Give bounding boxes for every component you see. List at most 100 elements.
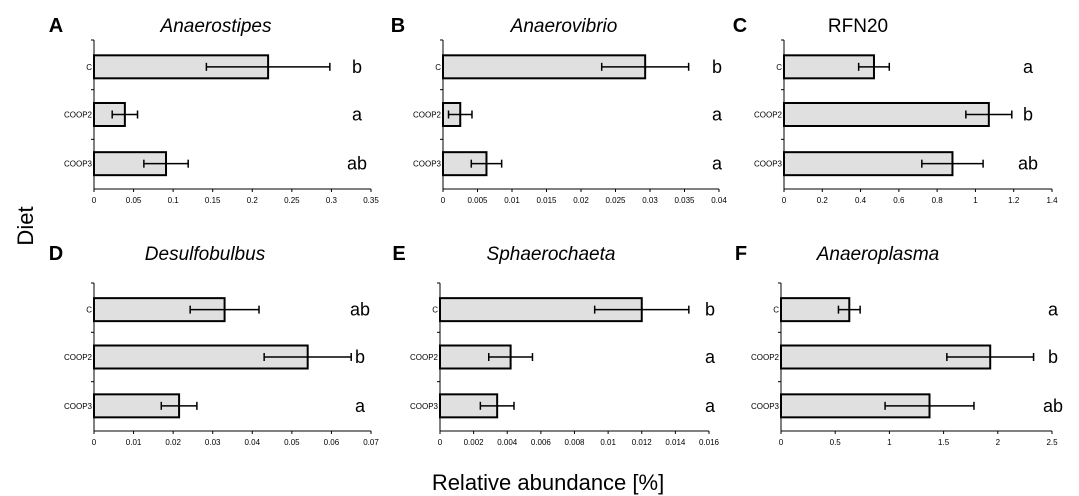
significance-label: a bbox=[705, 396, 716, 416]
x-tick-label: 0.005 bbox=[467, 196, 488, 205]
panel-letter: E bbox=[392, 243, 405, 265]
panel-title: Sphaerochaeta bbox=[487, 244, 616, 265]
x-tick-label: 0.07 bbox=[363, 438, 379, 447]
x-tick-label: 1 bbox=[973, 196, 978, 205]
x-tick-label: 0.004 bbox=[497, 438, 518, 447]
category-label: COOP3 bbox=[410, 402, 439, 411]
category-label: COOP2 bbox=[413, 111, 442, 120]
x-tick-label: 0.01 bbox=[126, 438, 142, 447]
category-label: C bbox=[773, 306, 779, 315]
x-tick-label: 0 bbox=[438, 438, 443, 447]
x-tick-label: 1 bbox=[887, 438, 892, 447]
significance-label: b bbox=[1023, 105, 1033, 125]
x-tick-label: 0.3 bbox=[326, 196, 338, 205]
x-tick-label: 0 bbox=[779, 438, 784, 447]
category-label: C bbox=[432, 306, 438, 315]
x-tick-label: 0.25 bbox=[284, 196, 300, 205]
significance-label: a bbox=[712, 154, 723, 174]
bar-coop2 bbox=[783, 102, 990, 127]
x-tick-label: 0.05 bbox=[284, 438, 300, 447]
significance-label: b bbox=[712, 57, 722, 77]
significance-label: a bbox=[352, 105, 363, 125]
x-tick-label: 0.5 bbox=[830, 438, 842, 447]
category-label: COOP3 bbox=[64, 160, 93, 169]
significance-label: ab bbox=[350, 300, 370, 320]
x-tick-label: 0.2 bbox=[247, 196, 259, 205]
x-tick-label: 0.002 bbox=[464, 438, 485, 447]
x-tick-label: 0.2 bbox=[817, 196, 829, 205]
significance-label: a bbox=[1048, 300, 1059, 320]
x-tick-label: 0 bbox=[92, 438, 97, 447]
x-tick-label: 2 bbox=[996, 438, 1001, 447]
x-tick-label: 0.014 bbox=[665, 438, 686, 447]
panel-title: Anaeroplasma bbox=[816, 244, 940, 265]
category-label: C bbox=[86, 306, 92, 315]
x-tick-label: 0.01 bbox=[600, 438, 616, 447]
significance-label: ab bbox=[347, 154, 367, 174]
category-label: COOP2 bbox=[754, 111, 783, 120]
category-label: COOP3 bbox=[754, 160, 783, 169]
category-label: COOP2 bbox=[410, 353, 439, 362]
x-tick-label: 0.04 bbox=[244, 438, 260, 447]
significance-label: a bbox=[705, 347, 716, 367]
category-label: COOP3 bbox=[751, 402, 780, 411]
x-tick-label: 0.06 bbox=[324, 438, 340, 447]
x-tick-label: 0.035 bbox=[674, 196, 695, 205]
panel-title: Anaerostipes bbox=[160, 16, 272, 37]
x-tick-label: 0.03 bbox=[642, 196, 658, 205]
x-tick-label: 2.5 bbox=[1046, 438, 1058, 447]
significance-label: a bbox=[355, 396, 366, 416]
x-tick-label: 0.04 bbox=[711, 196, 727, 205]
panel-letter: A bbox=[49, 15, 63, 37]
category-label: COOP2 bbox=[64, 353, 93, 362]
x-tick-label: 0.012 bbox=[632, 438, 653, 447]
x-tick-label: 0.4 bbox=[855, 196, 867, 205]
chart-panel-a: A Anaerostipes 0 0.05 0.1 0.15 0.2 0.25 0.3 0.35 C… bbox=[49, 15, 380, 205]
significance-label: ab bbox=[1043, 396, 1063, 416]
x-tick-label: 0 bbox=[441, 196, 446, 205]
significance-label: b bbox=[352, 57, 362, 77]
category-label: COOP3 bbox=[413, 160, 442, 169]
x-tick-label: 0.008 bbox=[564, 438, 585, 447]
x-tick-label: 0.03 bbox=[205, 438, 221, 447]
x-tick-label: 0.02 bbox=[165, 438, 181, 447]
significance-label: a bbox=[1023, 57, 1034, 77]
significance-label: b bbox=[705, 300, 715, 320]
chart-panel-b: B Anaerovibrio 0 0.005 0.01 0.015 0.02 0.025 0.0… bbox=[391, 15, 728, 205]
chart-panels: A Anaerostipes 0 0.05 0.1 0.15 0.2 0.25 0.3 0.35 C… bbox=[49, 15, 1063, 447]
panel-title: Desulfobulbus bbox=[145, 244, 266, 265]
category-label: COOP3 bbox=[64, 402, 93, 411]
x-axis-title: Relative abundance [%] bbox=[432, 470, 664, 495]
x-tick-label: 0 bbox=[92, 196, 97, 205]
significance-label: b bbox=[355, 347, 365, 367]
x-tick-label: 0.016 bbox=[699, 438, 720, 447]
significance-label: a bbox=[712, 105, 723, 125]
x-tick-label: 0.8 bbox=[932, 196, 944, 205]
panel-letter: B bbox=[391, 15, 405, 37]
panel-letter: F bbox=[735, 243, 747, 265]
x-tick-label: 0.05 bbox=[126, 196, 142, 205]
significance-label: b bbox=[1048, 347, 1058, 367]
x-tick-label: 0.015 bbox=[536, 196, 557, 205]
x-tick-label: 0.006 bbox=[531, 438, 552, 447]
category-label: COOP2 bbox=[64, 111, 93, 120]
x-tick-label: 1.4 bbox=[1046, 196, 1058, 205]
chart-panel-c: C RFN20 0 0.2 0.4 0.6 0.8 1 1.2 1.4 C a COOP2 b COOP3 a… bbox=[733, 15, 1058, 205]
y-axis-title: Diet bbox=[13, 206, 38, 245]
x-tick-label: 0.35 bbox=[363, 196, 379, 205]
panel-title: RFN20 bbox=[828, 16, 888, 37]
x-tick-label: 0 bbox=[782, 196, 787, 205]
x-tick-label: 1.2 bbox=[1008, 196, 1020, 205]
category-label: C bbox=[86, 63, 92, 72]
x-tick-label: 1.5 bbox=[938, 438, 950, 447]
category-label: C bbox=[776, 63, 782, 72]
category-label: COOP2 bbox=[751, 353, 780, 362]
chart-panel-e: E Sphaerochaeta 0 0.002 0.004 0.006 0.008 0.01 0… bbox=[392, 243, 719, 447]
panel-letter: D bbox=[49, 243, 63, 265]
x-tick-label: 0.1 bbox=[168, 196, 180, 205]
significance-label: ab bbox=[1018, 154, 1038, 174]
x-tick-label: 0.025 bbox=[605, 196, 626, 205]
panel-title: Anaerovibrio bbox=[510, 16, 618, 37]
chart-panel-f: F Anaeroplasma 0 0.5 1 1.5 2 2.5 C a COOP2 b COOP3 ab bbox=[735, 243, 1063, 447]
